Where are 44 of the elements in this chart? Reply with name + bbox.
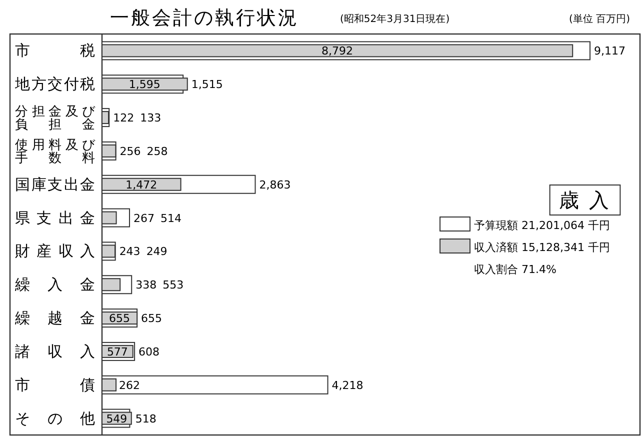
bar	[102, 78, 188, 91]
y-tick-label: その他	[15, 409, 95, 428]
y-tick-label: 財産収入	[15, 242, 95, 260]
data-label: 122	[113, 112, 134, 125]
legend-title: 歳 入	[558, 188, 612, 212]
legend-label: 収入済額 15,128,341 千円	[474, 241, 610, 254]
y-tick-label: 県支出金	[15, 208, 95, 227]
y-tick-label: 分担金及び負担金	[15, 104, 96, 133]
data-label: 243	[119, 245, 140, 258]
data-label: 549	[106, 412, 128, 426]
data-label: 256	[120, 144, 141, 158]
data-label: 553	[162, 278, 184, 292]
y-tick-label: 地方交付税	[14, 75, 95, 94]
data-label: 608	[138, 345, 160, 358]
data-label: 8,792	[322, 44, 354, 58]
data-label: 1,472	[126, 178, 158, 192]
legend-label: 予算現額 21,201,064 千円	[474, 219, 610, 232]
y-tick-label: 国庫支出金	[15, 175, 95, 194]
chart-subtitle: (昭和52年3月31日現在)	[340, 13, 450, 25]
data-label: 577	[106, 345, 128, 358]
data-label: 338	[136, 278, 157, 292]
data-label: 1,515	[191, 78, 223, 92]
data-label: 514	[160, 212, 182, 225]
annotation: 収入割合 71.4%	[474, 263, 556, 276]
data-label: 249	[146, 245, 168, 258]
data-label: 4,218	[332, 378, 364, 392]
data-label: 9,117	[594, 44, 626, 58]
data-label: 267	[134, 212, 155, 225]
text: (単位 百万円)	[569, 13, 630, 25]
y-tick-label: 繰入金	[14, 276, 95, 294]
y-tick-label: 市税	[15, 42, 95, 60]
chart-title: 一般会計の執行状況	[110, 7, 299, 29]
data-label: 133	[140, 112, 162, 125]
y-tick-label: 諸収入	[15, 342, 95, 360]
data-label: 655	[109, 312, 130, 326]
y-tick-label: 繰越金	[14, 309, 95, 328]
data-label: 2,863	[259, 178, 291, 192]
y-tick-label: 市債	[15, 376, 95, 394]
data-label: 258	[146, 144, 168, 158]
data-label: 655	[141, 312, 162, 326]
y-tick-label: 使用料及び手数料	[15, 138, 96, 166]
data-label: 518	[135, 412, 156, 426]
data-label: 1,595	[128, 78, 160, 92]
data-label: 262	[119, 378, 140, 392]
